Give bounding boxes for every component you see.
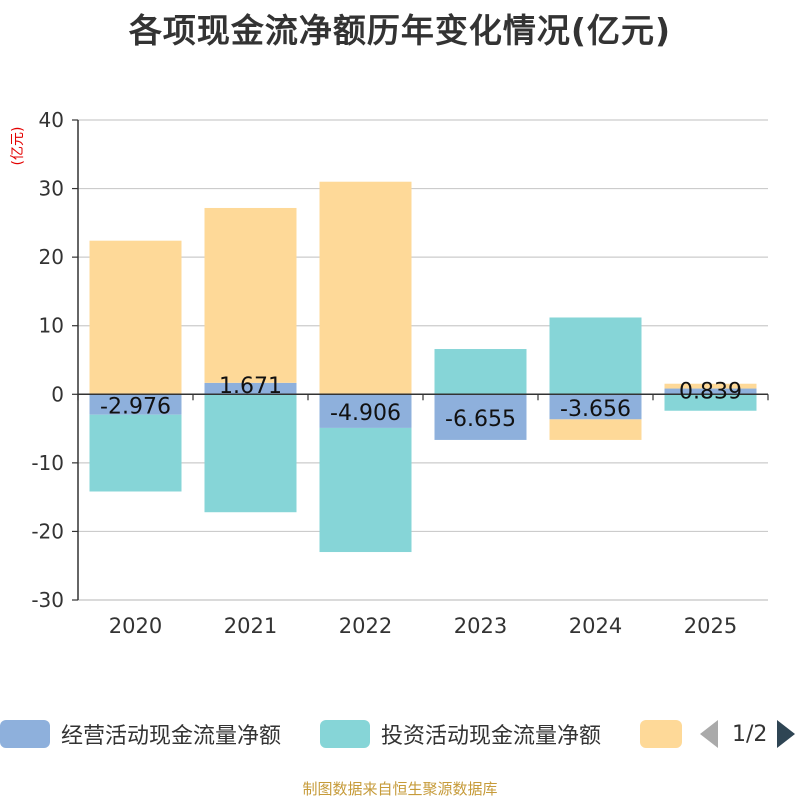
- bar-0-2024: [549, 394, 642, 420]
- axes: -30 -20 -10 0 10 20 30 40 2020 2021 2022 2023 2024 20…: [31, 108, 769, 638]
- bar-1-2020: [89, 414, 182, 492]
- y-tick-label: 20: [39, 245, 64, 269]
- data-label: 0.839: [679, 380, 742, 405]
- y-tick-label: -20: [31, 519, 64, 543]
- data-labels: -2.976 1.671 -4.906 -6.655 -3.656 0.839: [100, 374, 742, 432]
- bar-0-2023: [434, 394, 527, 440]
- pager-next-icon[interactable]: [777, 720, 796, 748]
- bar-0-2022: [319, 394, 412, 428]
- legend-label-investing: 投资活动现金流量净额: [381, 724, 602, 749]
- data-label: -2.976: [100, 394, 171, 419]
- bar-2-2022: [319, 181, 412, 395]
- bar-2-2025: [664, 383, 757, 389]
- legend: 经营活动现金流量净额 投资活动现金流量净额 1/2: [0, 716, 800, 752]
- x-tick-label: 2025: [684, 614, 737, 638]
- bar-1-2022: [319, 427, 412, 553]
- x-tick-label: 2021: [224, 614, 277, 638]
- legend-swatch-operating: [0, 720, 50, 748]
- chart-title: 各项现金流净额历年变化情况(亿元): [128, 11, 672, 50]
- data-label: 1.671: [219, 374, 282, 399]
- data-label: -3.656: [560, 397, 631, 422]
- y-axis-label: (亿元): [10, 127, 26, 166]
- bar-1-2021: [204, 394, 297, 513]
- pager-prev-icon[interactable]: [700, 720, 718, 748]
- y-tick-label: -10: [31, 451, 64, 475]
- x-tick-label: 2020: [109, 614, 162, 638]
- legend-item-financing[interactable]: [640, 716, 682, 752]
- legend-item-investing[interactable]: 投资活动现金流量净额: [320, 716, 601, 752]
- bar-series: [89, 181, 757, 553]
- x-tick-label: 2023: [454, 614, 507, 638]
- bar-2-2020: [89, 240, 182, 395]
- bar-0-2021: [204, 382, 297, 395]
- grid-lines: [78, 119, 768, 601]
- x-tick-label: 2024: [569, 614, 622, 638]
- legend-item-operating[interactable]: 经营活动现金流量净额: [0, 716, 281, 752]
- bar-0-2020: [89, 394, 182, 415]
- bar-2-2024: [549, 419, 642, 440]
- data-label: -4.906: [330, 401, 401, 426]
- data-label: -6.655: [445, 407, 516, 432]
- bar-1-2023: [434, 349, 527, 395]
- y-tick-label: 10: [39, 314, 64, 338]
- bar-2-2021: [204, 207, 297, 383]
- legend-swatch-financing: [640, 720, 682, 748]
- legend-label-operating: 经营活动现金流量净额: [61, 724, 282, 749]
- y-tick-label: -30: [31, 588, 64, 612]
- bar-1-2024: [549, 317, 642, 395]
- y-tick-label: 30: [39, 177, 64, 201]
- legend-swatch-investing: [320, 720, 370, 748]
- pager-text: 1/2: [732, 721, 768, 747]
- y-tick-label: 0: [51, 382, 64, 406]
- y-tick-label: 40: [39, 108, 64, 132]
- source-note: 制图数据来自恒生聚源数据库: [302, 780, 498, 798]
- bar-0-2025: [664, 388, 757, 395]
- legend-pager: 1/2: [700, 716, 796, 752]
- x-tick-label: 2022: [339, 614, 392, 638]
- bar-1-2025: [664, 394, 757, 411]
